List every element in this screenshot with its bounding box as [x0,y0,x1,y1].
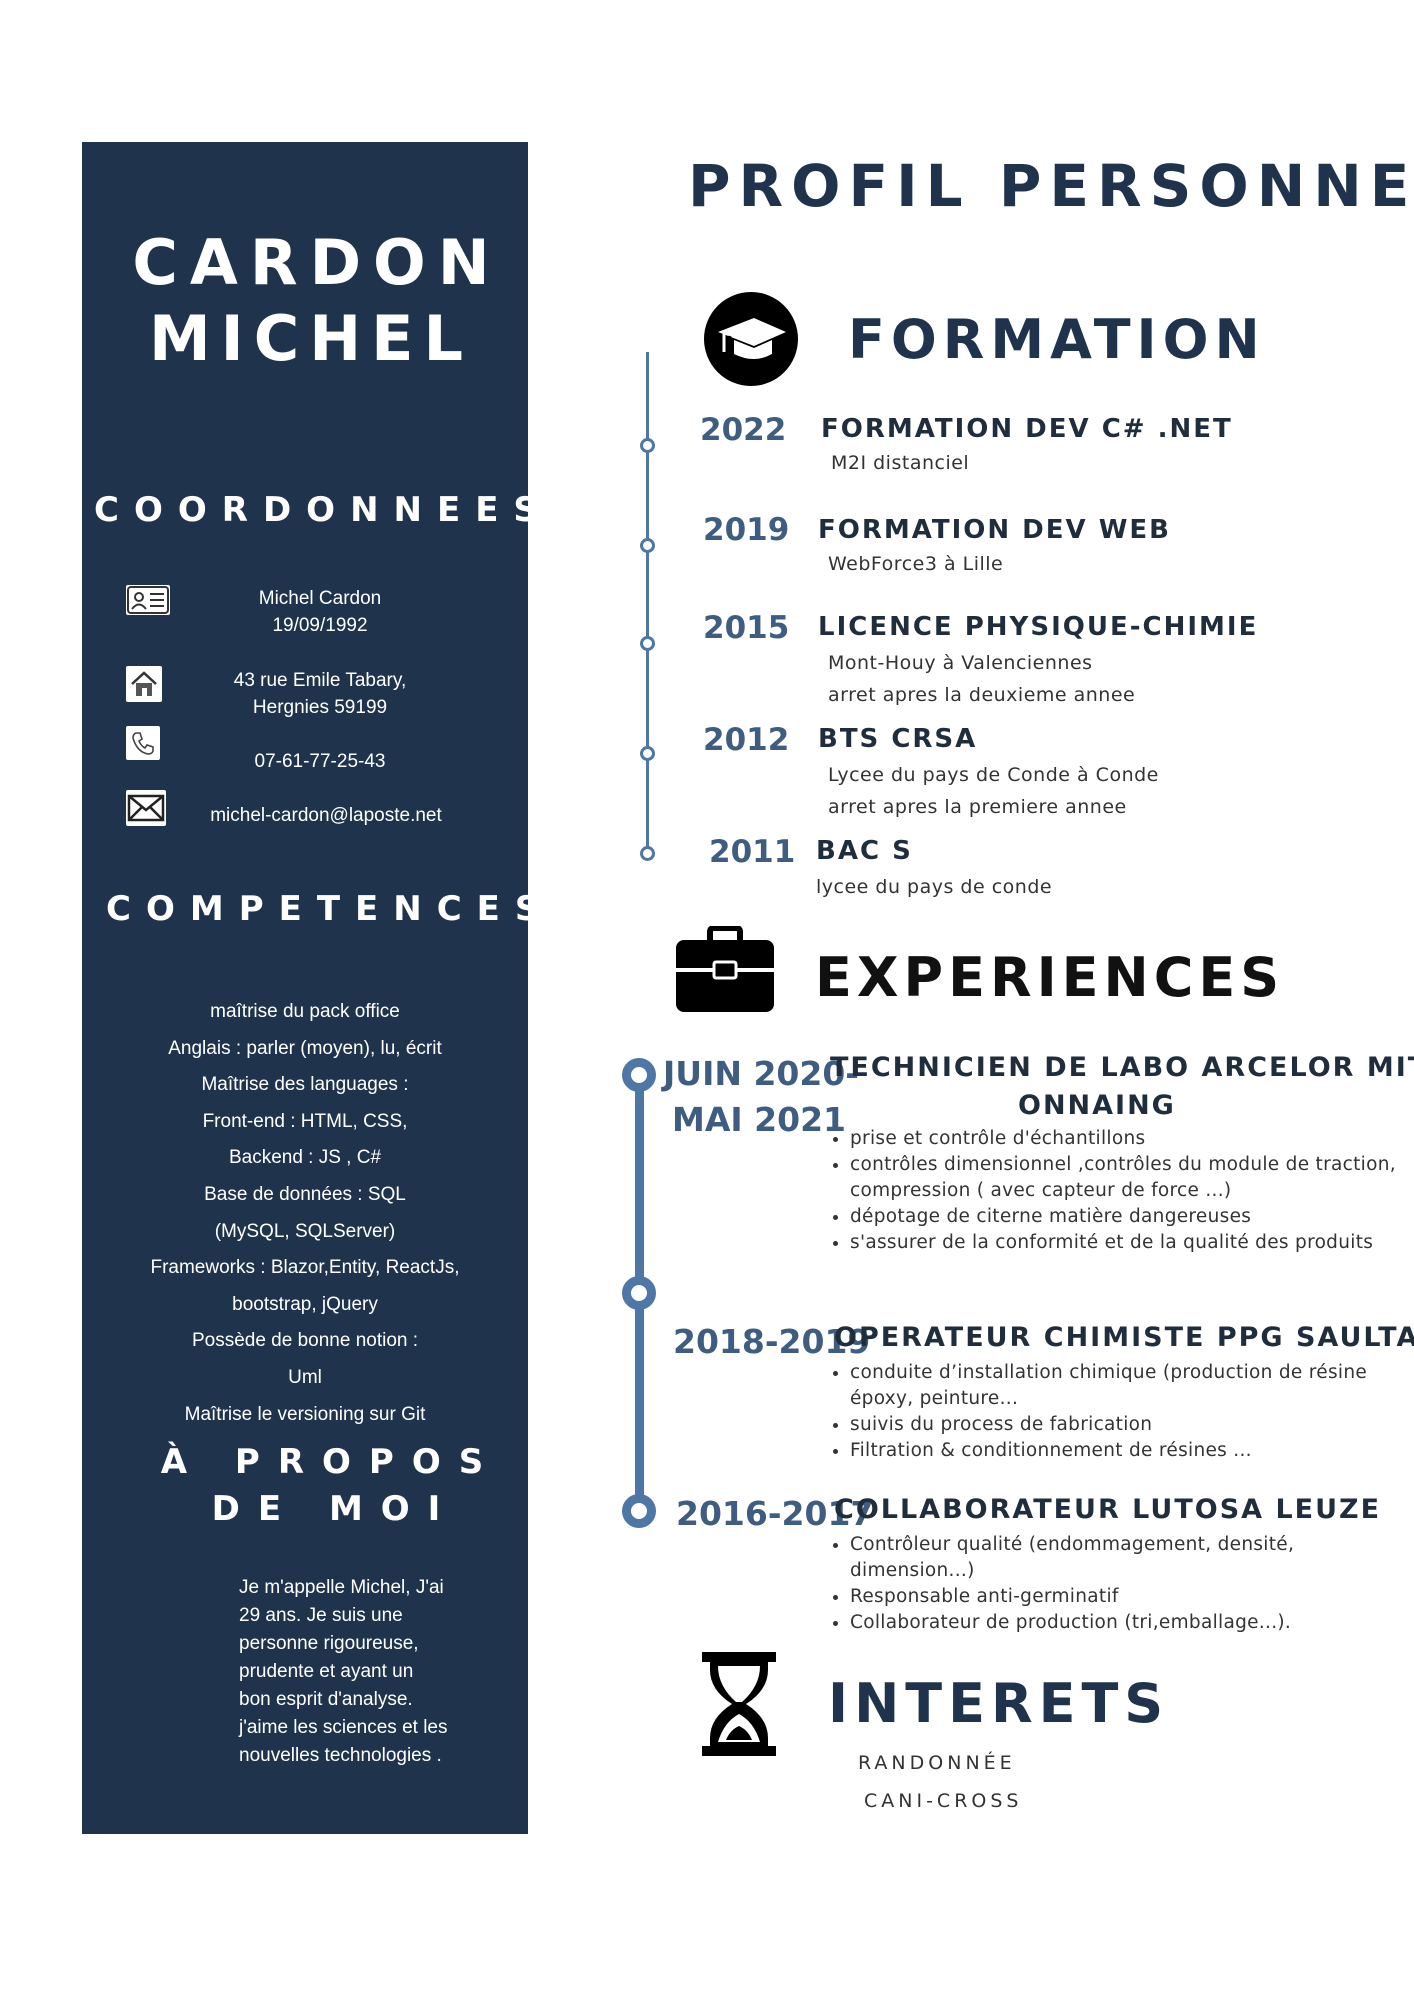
name-line-2: MICHEL [148,302,473,375]
experience-bullets: prise et contrôle d'échantillons contrôl… [822,1126,1410,1256]
about-line: nouvelles technologies . [239,1745,442,1766]
formation-title: FORMATION DEV WEB [818,515,1171,545]
about-line: prudente et ayant un [239,1661,414,1682]
hourglass-icon [702,1652,776,1756]
timeline-node [640,846,655,861]
experience-title: OPERATEUR CHIMISTE PPG SAULTAIN [834,1322,1414,1353]
formation-title: FORMATION DEV C# .NET [821,414,1233,444]
skill-item: Maîtrise des languages : [201,1074,409,1096]
timeline-node [622,1494,656,1528]
skill-item: bootstrap, jQuery [232,1293,378,1315]
about-text: Je m'appelle Michel, J'ai 29 ans. Je suis… [239,1574,499,1770]
experience-title: TECHNICIEN DE LABO ARCELOR MITTAL [830,1052,1414,1083]
skill-item: Front-end : HTML, CSS, [202,1110,408,1132]
formation-title: LICENCE PHYSIQUE-CHIMIE [818,612,1259,642]
skills-list: maîtrise du pack office Anglais : parler … [62,994,548,1433]
formation-title: BTS CRSA [818,724,978,754]
id-card-icon [126,585,170,615]
bullet-item: suivis du process de fabrication [850,1412,1410,1438]
formation-detail: M2I distanciel [831,452,970,474]
address-line-2: Hergnies 59199 [252,697,388,718]
about-line: 29 ans. Je suis une [239,1605,403,1626]
experience-bullets: Contrôleur qualité (endommagement, densi… [822,1532,1410,1636]
formation-detail: lycee du pays de conde [816,876,1053,898]
experiences-heading: EXPERIENCES [815,946,1285,1009]
house-icon [126,666,162,702]
bullet-item: s'assurer de la conformité et de la qual… [850,1230,1410,1256]
experience-bullets: conduite d’installation chimique (produc… [822,1360,1410,1464]
envelope-icon [126,790,166,826]
about-heading-line-2: DE MOI [211,1489,459,1529]
page-title: PROFIL PERSONNEL [688,152,1414,220]
interet-item: CANI-CROSS [864,1790,1023,1812]
address-line-1: 43 rue Emile Tabary, [233,670,407,691]
about-heading-line-1: À PROPOS [160,1442,502,1482]
skill-item: Maîtrise le versioning sur Git [184,1403,426,1425]
experience-date: 2018-2019 [673,1322,871,1361]
about-line: j'aime les sciences et les [239,1717,448,1738]
interet-item: RANDONNÉE [858,1752,1016,1774]
formation-heading: FORMATION [848,308,1266,371]
coordonnees-heading: COORDONNEES [94,490,553,530]
skill-item: Uml [288,1366,322,1388]
experience-date: 2016-2017 [676,1494,874,1533]
bullet-item: prise et contrôle d'échantillons [850,1126,1410,1152]
formation-year: 2022 [700,412,787,448]
timeline-node [622,1058,656,1092]
formation-detail: arret apres la premiere annee [828,796,1127,818]
bullet-item: Contrôleur qualité (endommagement, densi… [850,1532,1410,1584]
about-line: personne rigoureuse, [239,1633,419,1654]
interets-heading: INTERETS [828,1672,1170,1735]
formation-detail: WebForce3 à Lille [828,553,1004,575]
experience-date: JUIN 2020- [663,1054,860,1093]
bullet-item: Filtration & conditionnement de résines … [850,1438,1410,1464]
formation-detail: Mont-Houy à Valenciennes [828,652,1093,674]
formation-year: 2019 [703,512,790,548]
name-line-1: CARDON [132,226,502,299]
bullet-item: Collaborateur de production (tri,emballa… [850,1610,1410,1636]
contact-phone: 07-61-77-25-43 [254,751,386,772]
contact-name: Michel Cardon [258,588,382,609]
timeline-node [640,438,655,453]
skill-item: Possède de bonne notion : [191,1330,419,1352]
timeline-node [640,636,655,651]
experience-title-line-2: ONNAING [1018,1090,1176,1121]
bullet-item: contrôles dimensionnel ,contrôles du mod… [850,1152,1410,1204]
skill-item: (MySQL, SQLServer) [214,1220,396,1242]
formation-year: 2015 [703,610,790,646]
skill-item: Base de données : SQL [204,1183,406,1205]
about-line: bon esprit d'analyse. [239,1689,413,1710]
skill-item: Anglais : parler (moyen), lu, écrit [168,1037,442,1059]
graduation-cap-icon [704,292,798,386]
formation-year: 2012 [703,722,790,758]
timeline-node [640,538,655,553]
formation-timeline [646,352,649,848]
formation-year: 2011 [709,834,796,870]
phone-icon [126,726,160,760]
experience-date-end: MAI 2021 [672,1100,846,1139]
contact-email: michel-cardon@laposte.net [210,805,442,826]
timeline-node [640,746,655,761]
bullet-item: dépotage de citerne matière dangereuses [850,1204,1410,1230]
bullet-item: Responsable anti-germinatif [850,1584,1410,1610]
contact-birthdate: 19/09/1992 [272,615,368,636]
skill-item: Backend : JS , C# [228,1147,382,1169]
experience-title: COLLABORATEUR LUTOSA LEUZE [834,1494,1382,1525]
about-line: Je m'appelle Michel, J'ai [239,1577,444,1598]
competences-heading: COMPETENCES [106,889,555,929]
formation-detail: Lycee du pays de Conde à Conde [828,764,1159,786]
bullet-item: conduite d’installation chimique (produc… [850,1360,1410,1412]
formation-detail: arret apres la deuxieme annee [828,684,1136,706]
sidebar: CARDON MICHEL COORDONNEES Michel Cardon … [82,142,539,1834]
formation-title: BAC S [816,836,913,866]
timeline-node [622,1276,656,1310]
briefcase-icon [674,925,776,1014]
skill-item: maîtrise du pack office [210,1001,400,1022]
skill-item: Frameworks : Blazor,Entity, ReactJs, [150,1257,460,1279]
